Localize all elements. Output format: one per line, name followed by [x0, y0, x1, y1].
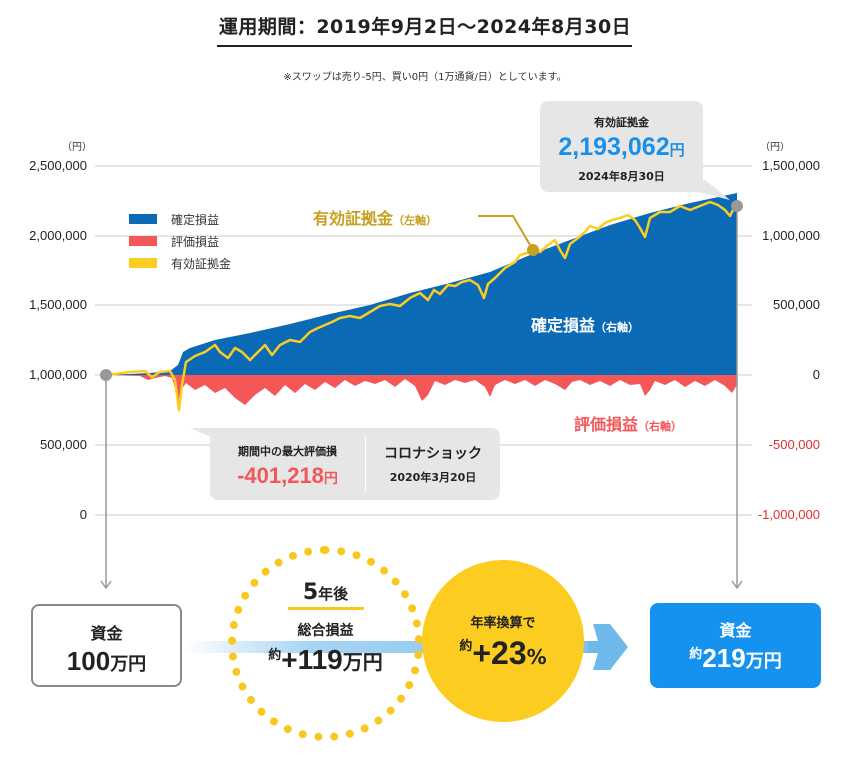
- left-tick-1500000: 1,500,000: [29, 297, 87, 312]
- realized-pnl-area: [107, 193, 737, 375]
- max-drawdown-callout: 期間中の最大評価損 -401,218円 コロナショック 2020年3月20日: [210, 428, 500, 500]
- realized-series-label: 確定損益（右軸）: [531, 312, 639, 336]
- end-capital-box: 資金 約219万円: [650, 603, 821, 688]
- equity-axis-text: （左軸）: [393, 214, 438, 227]
- drawdown-value-row: -401,218円: [210, 463, 365, 489]
- annual-return-value: +23: [472, 635, 527, 671]
- left-tick-2500000: 2,500,000: [29, 158, 87, 173]
- annual-return-circle: 年率換算で 約+23%: [422, 560, 584, 722]
- start-capital-value-row: 100万円: [33, 646, 180, 677]
- drawdown-unit: 円: [323, 471, 338, 487]
- total-pnl-circle: [228, 546, 423, 741]
- period-row: 5年後: [228, 580, 423, 605]
- unrealized-pnl-area: [107, 375, 737, 413]
- period-value: 5: [302, 580, 319, 605]
- right-tick-1500000: 1,500,000: [762, 158, 820, 173]
- equity-line: [106, 200, 738, 412]
- start-arrow-icon: [100, 580, 112, 590]
- legend-item-realized: 確定損益: [129, 208, 231, 230]
- legend-label: 確定損益: [171, 212, 220, 227]
- right-tick-neg1000000: -1,000,000: [757, 507, 820, 522]
- right-tick-0: 0: [812, 367, 820, 382]
- end-capital-label: 資金: [719, 621, 752, 640]
- end-capital-value-row: 約219万円: [650, 643, 821, 674]
- right-tick-500000: 500,000: [773, 297, 820, 312]
- start-capital-label: 資金: [90, 624, 123, 643]
- start-capital-unit: 万円: [110, 654, 147, 675]
- end-capital-unit: 万円: [745, 651, 782, 672]
- equity-label-text: 有効証拠金: [313, 209, 394, 228]
- left-tick-0: 0: [79, 507, 87, 522]
- start-point-marker: [100, 369, 112, 381]
- annual-return-label: 年率換算で: [470, 616, 536, 631]
- total-pnl-value: +119: [281, 644, 343, 675]
- realized-label-text: 確定損益: [531, 316, 596, 335]
- total-pnl-value-row: 約+119万円: [228, 644, 423, 676]
- period-underline: [287, 607, 364, 610]
- equity-swatch-icon: [129, 258, 157, 268]
- flow-arrow-icon: [588, 624, 628, 670]
- end-capital-value: 219: [702, 643, 746, 673]
- callout-unit: 円: [669, 142, 685, 159]
- realized-axis-text: （右軸）: [595, 321, 640, 334]
- title-underline: [217, 45, 632, 47]
- total-pnl-content: 5年後 総合損益 約+119万円: [228, 580, 423, 676]
- callout-value-row: 2,193,062円: [540, 132, 703, 166]
- drawdown-left: 期間中の最大評価損 -401,218円: [210, 437, 366, 491]
- end-capital-prefix: 約: [689, 647, 703, 662]
- equity-series-label: 有効証拠金（左軸）: [313, 205, 437, 229]
- drawdown-value: -401,218: [237, 463, 324, 488]
- realized-swatch-icon: [129, 214, 157, 224]
- callout-value: 2,193,062: [558, 133, 670, 161]
- start-capital-box: 資金 100万円: [31, 604, 182, 687]
- left-tick-1000000: 1,000,000: [29, 367, 87, 382]
- drawdown-date: 2020年3月20日: [389, 471, 477, 484]
- equity-leader-dot: [527, 244, 539, 256]
- annual-return-unit: %: [526, 645, 547, 669]
- right-axis-unit: （円）: [760, 142, 790, 153]
- drawdown-event: コロナショック: [384, 446, 482, 462]
- equity-leader-line: [478, 215, 534, 251]
- period-title: 運用期間：2019年9月2日～2024年8月30日: [218, 16, 632, 38]
- period-unit: 年後: [318, 585, 349, 603]
- drawdown-right: コロナショック 2020年3月20日: [366, 428, 500, 500]
- callout-date: 2024年8月30日: [578, 170, 665, 183]
- annual-return-value-row: 約+23%: [422, 635, 584, 672]
- chart-legend: 確定損益 評価損益 有効証拠金: [129, 208, 231, 274]
- legend-item-equity: 有効証拠金: [129, 252, 231, 274]
- end-equity-callout: 有効証拠金 2,193,062円 2024年8月30日: [540, 101, 703, 192]
- left-tick-2000000: 2,000,000: [29, 228, 87, 243]
- drawdown-title: 期間中の最大評価損: [238, 445, 337, 458]
- unrealized-swatch-icon: [129, 236, 157, 246]
- start-capital-value: 100: [66, 646, 111, 676]
- end-arrow-icon: [731, 580, 743, 590]
- right-tick-neg500000: -500,000: [768, 437, 820, 452]
- left-axis-unit: （円）: [62, 142, 92, 153]
- legend-label: 評価損益: [171, 234, 220, 249]
- unrealized-label-text: 評価損益: [574, 415, 639, 434]
- total-pnl-prefix: 約: [268, 648, 282, 663]
- legend-label: 有効証拠金: [171, 256, 232, 271]
- left-tick-500000: 500,000: [40, 437, 87, 452]
- right-tick-1000000: 1,000,000: [762, 228, 820, 243]
- total-pnl-label: 総合損益: [297, 623, 354, 639]
- unrealized-series-label: 評価損益（右軸）: [574, 411, 682, 435]
- callout-title: 有効証拠金: [594, 116, 649, 129]
- annual-return-prefix: 約: [459, 639, 473, 654]
- total-pnl-unit: 万円: [342, 650, 383, 674]
- legend-item-unrealized: 評価損益: [129, 230, 231, 252]
- unrealized-axis-text: （右軸）: [638, 420, 683, 433]
- end-point-marker: [731, 200, 743, 212]
- swap-note: ※スワップは売り-5円、買い0円（1万通貨/日）としています。: [283, 72, 567, 83]
